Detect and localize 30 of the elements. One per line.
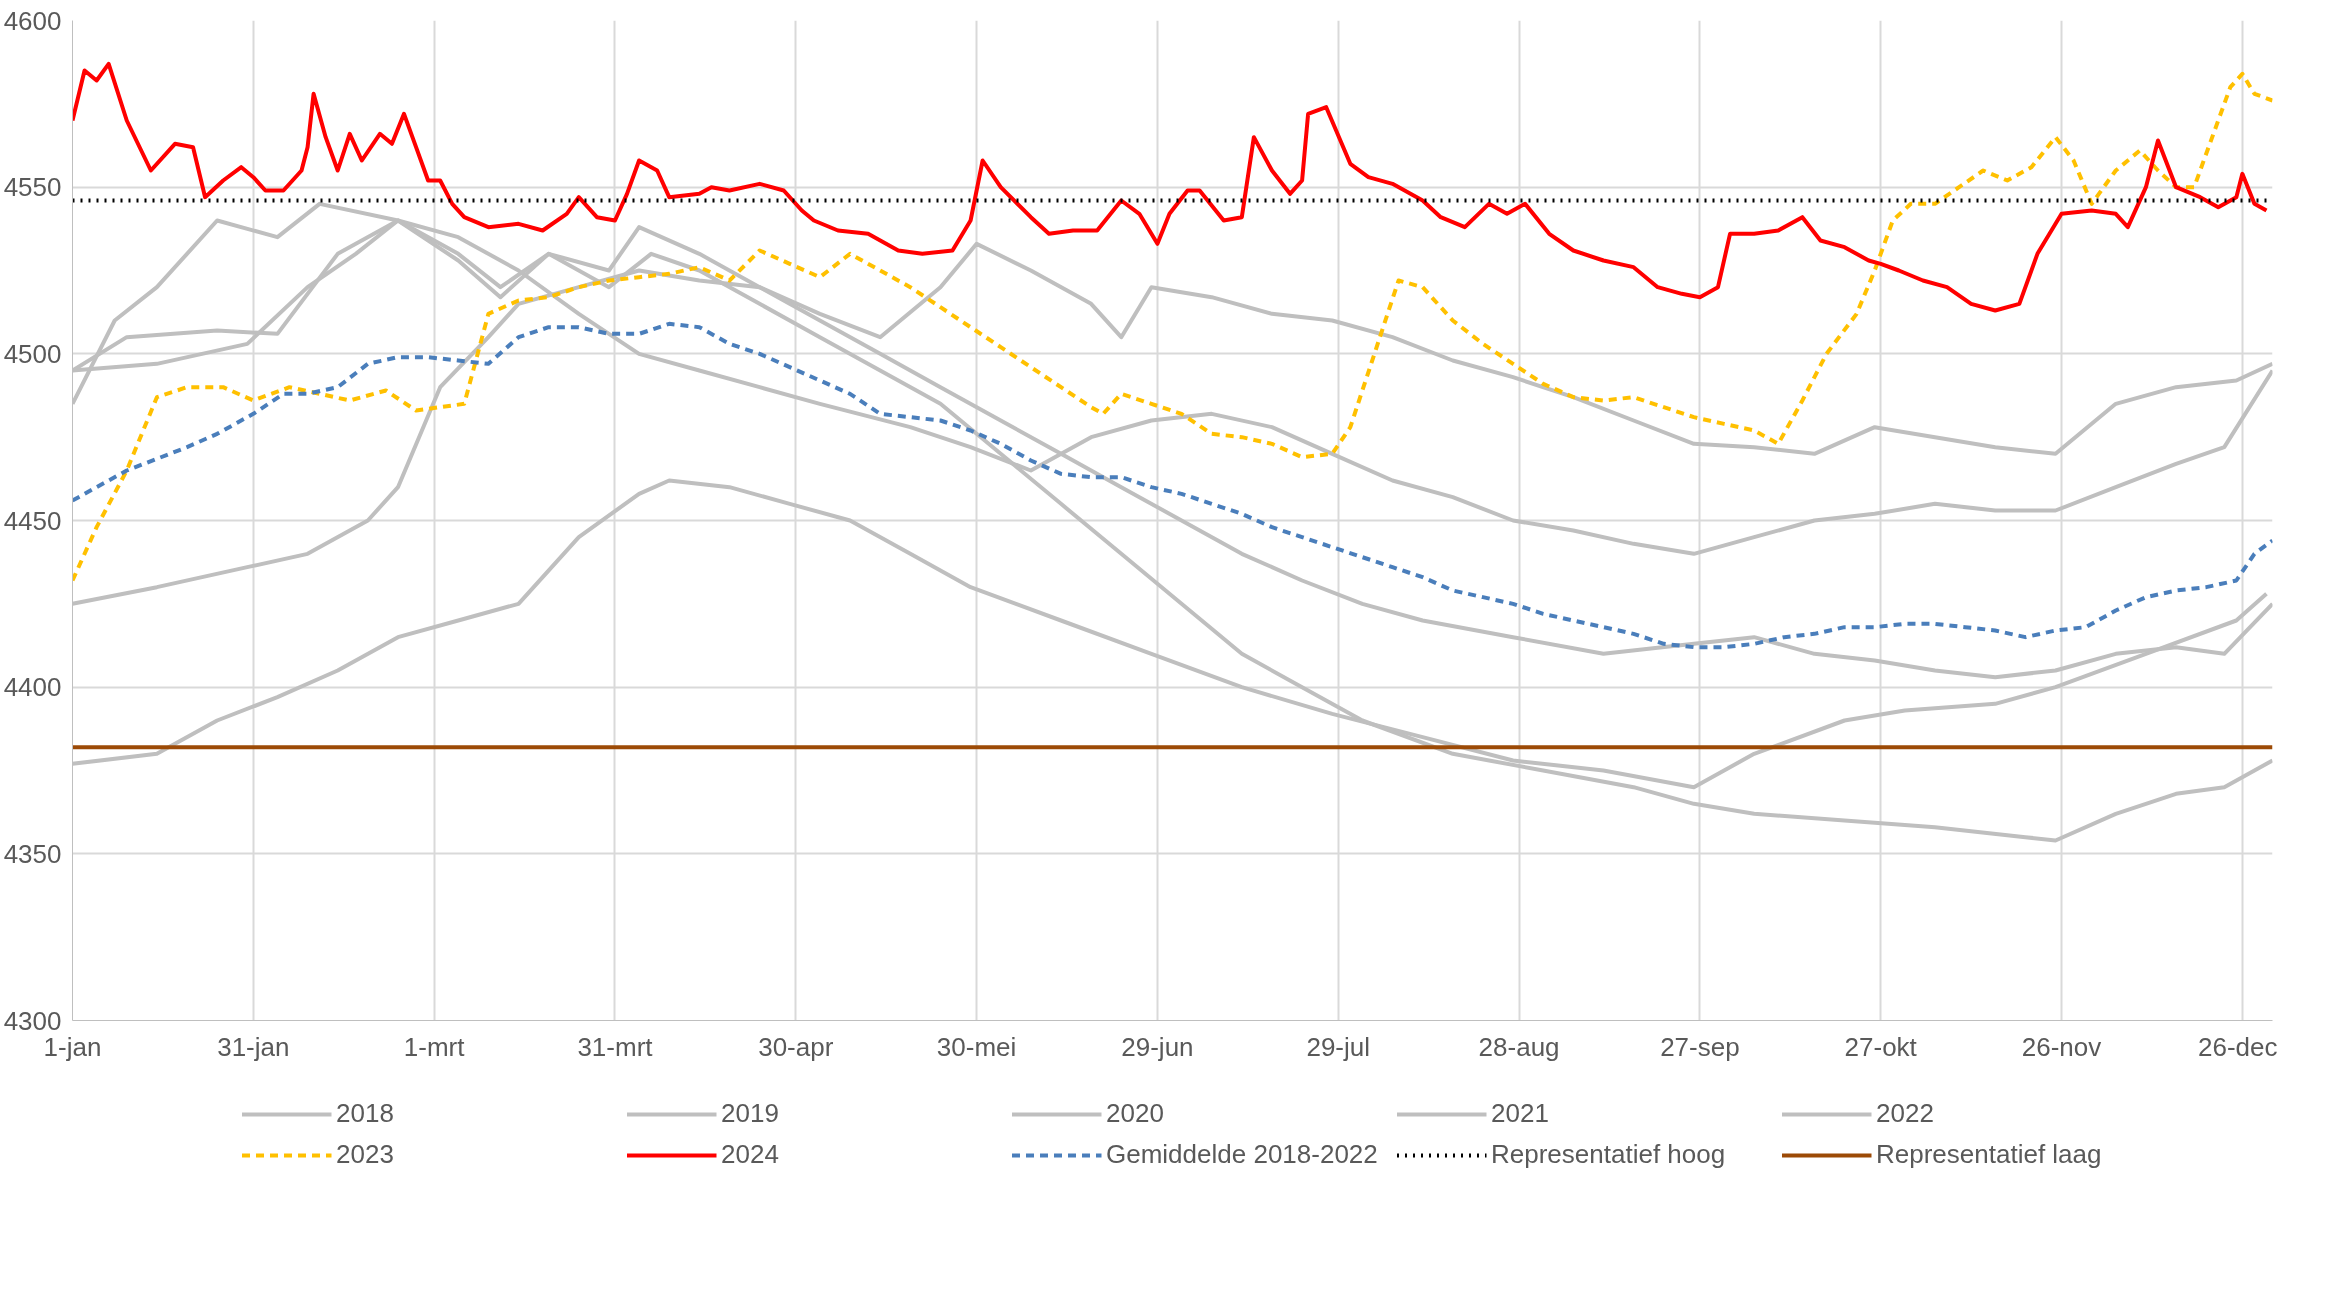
legend-label: 2020: [1106, 1098, 1165, 1129]
x-tick-label: 29-jun: [1121, 1031, 1194, 1062]
legend-label: 2019: [721, 1098, 780, 1129]
x-tick-label: 31-mrt: [577, 1031, 654, 1062]
x-tick-label: 31-jan: [217, 1031, 290, 1062]
legend-label: 2021: [1491, 1098, 1550, 1129]
x-tick-label: 28-aug: [1478, 1031, 1560, 1062]
legend-label: Gemiddelde 2018-2022: [1106, 1139, 1379, 1170]
y-tick-label: 4600: [3, 5, 62, 36]
legend-label: 2023: [336, 1139, 395, 1170]
legend-label: Representatief laag: [1876, 1139, 2103, 1170]
y-tick-label: 4550: [3, 172, 62, 203]
x-tick-label: 27-okt: [1844, 1031, 1918, 1062]
x-tick-label: 29-jul: [1306, 1031, 1371, 1062]
x-tick-label: 1-mrt: [403, 1031, 466, 1062]
y-tick-label: 4350: [3, 838, 62, 869]
legend-label: 2022: [1876, 1098, 1935, 1129]
y-tick-label: 4450: [3, 505, 62, 536]
legend-label: 2024: [721, 1139, 780, 1170]
x-tick-label: 26-dec: [2198, 1031, 2278, 1062]
legend-label: Representatief hoog: [1491, 1139, 1727, 1170]
line-series: [72, 61, 2269, 313]
y-tick-label: 4400: [3, 672, 62, 703]
x-tick-label: 26-nov: [2021, 1031, 2102, 1062]
x-tick-label: 30-apr: [758, 1031, 834, 1062]
x-tick-label: 27-sep: [1660, 1031, 1740, 1062]
y-tick-label: 4500: [3, 338, 62, 369]
legend-label: 2018: [336, 1098, 395, 1129]
line-series: [72, 321, 2273, 650]
x-tick-label: 30-mei: [936, 1031, 1017, 1062]
